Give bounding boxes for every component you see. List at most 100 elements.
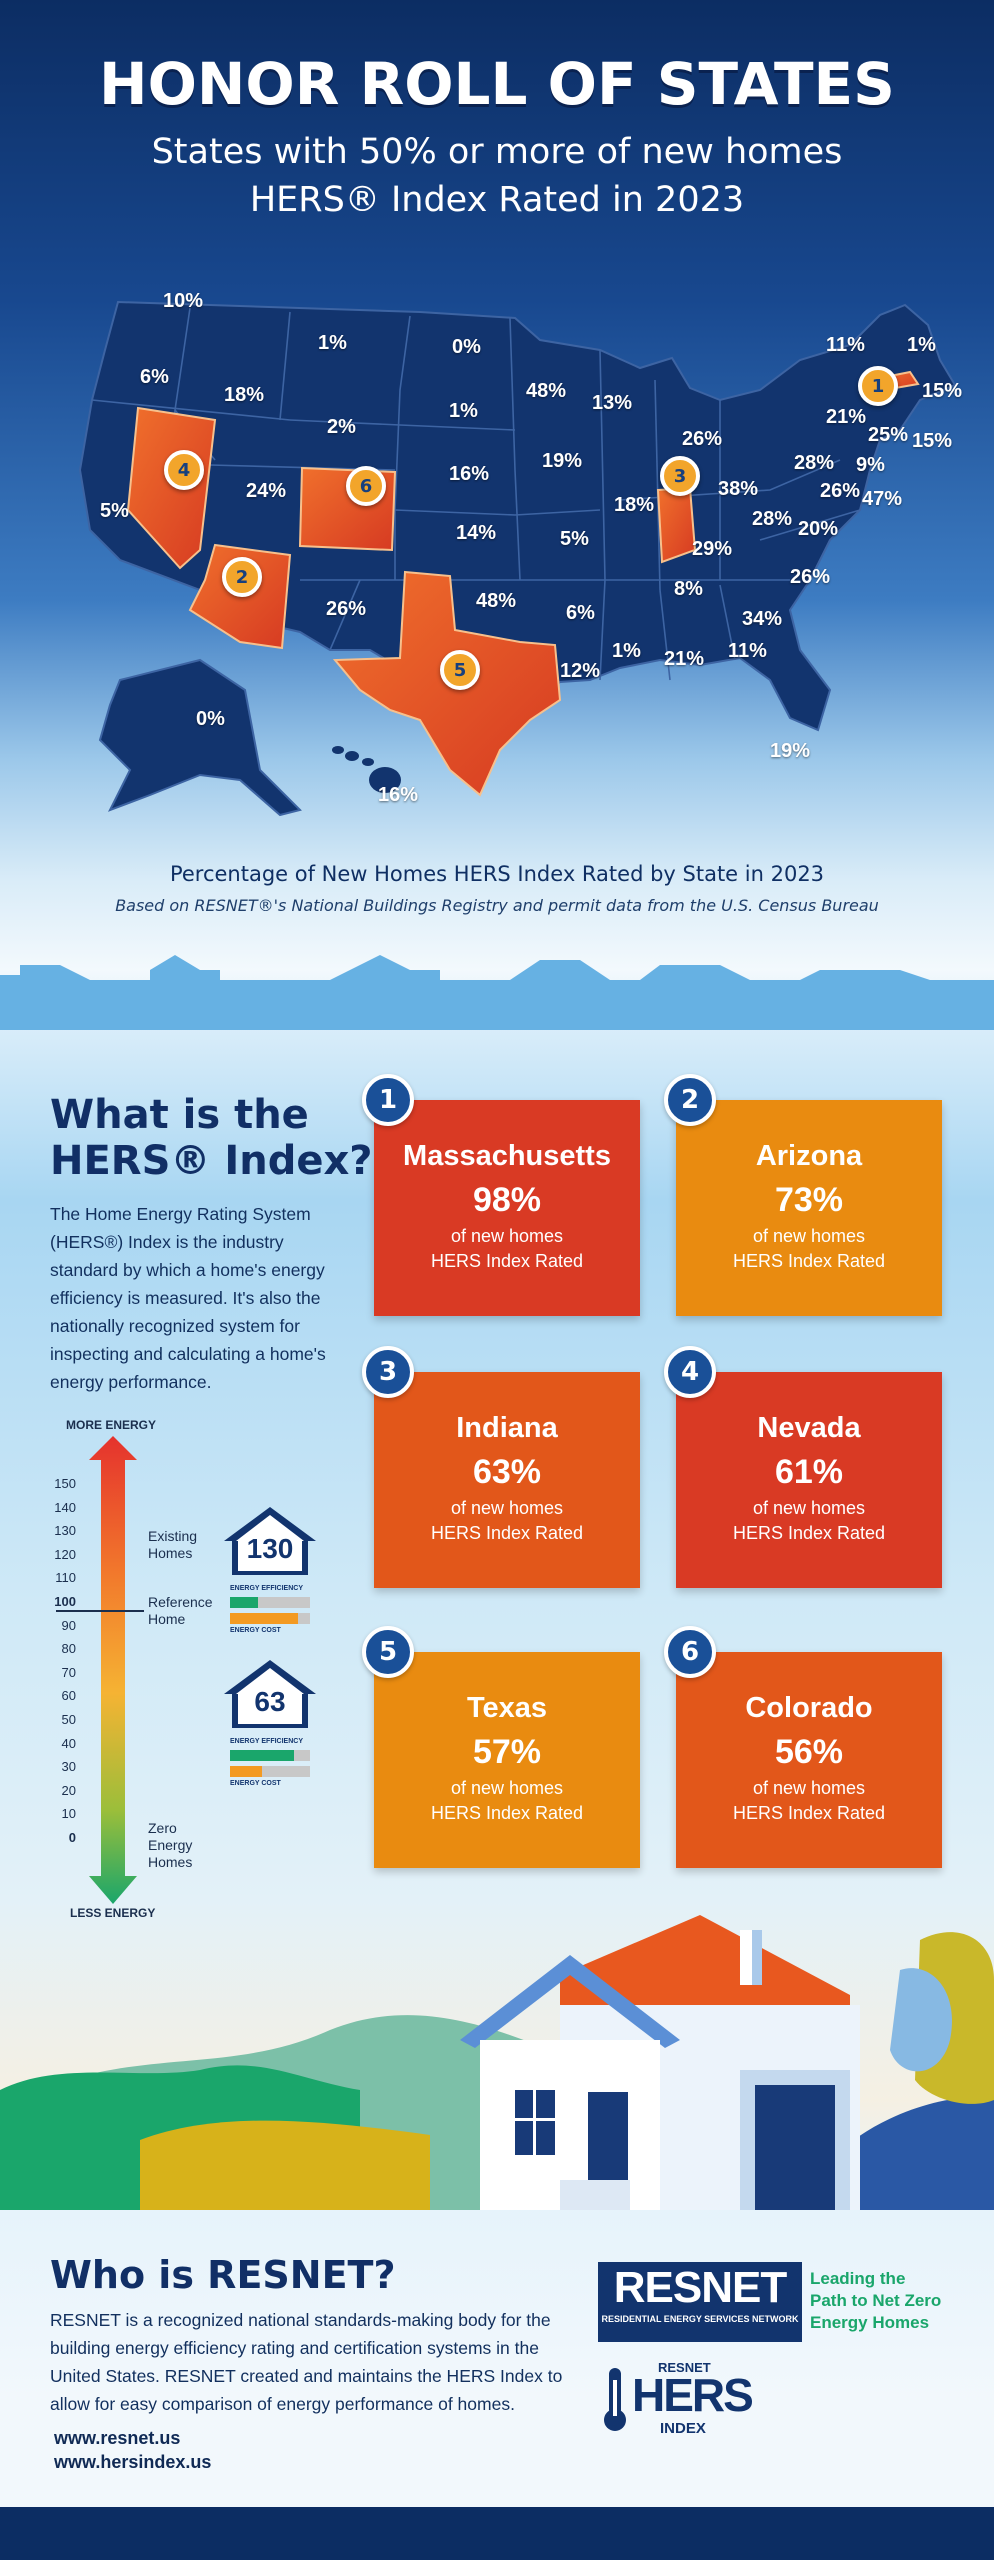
rank-pin-icon: 2 [222, 557, 262, 597]
card-desc-line1: of new homes [450, 1778, 564, 1798]
map-source: Based on RESNET®'s National Buildings Re… [115, 896, 879, 915]
scale-tick-label: 90 [61, 1617, 76, 1633]
scale-tick-label: 80 [61, 1641, 76, 1657]
resnet-logo-sub: RESIDENTIAL ENERGY SERVICES NETWORK [601, 2314, 799, 2324]
resnet-logo: RESNET RESIDENTIAL ENERGY SERVICES NETWO… [598, 2262, 802, 2342]
map-value-label: 1% [907, 334, 936, 356]
rank-pin-icon: 1 [858, 366, 898, 406]
house-icon [224, 1507, 316, 1575]
card-state: Texas [466, 1692, 548, 1724]
map-value-label: 21% [664, 648, 705, 670]
ranking-card: Colorado 56% of new homes HERS Index Rated [676, 1652, 942, 1868]
map-value-label: 29% [692, 538, 733, 560]
card-desc-line2: HERS Index Rated [430, 1803, 584, 1823]
scale-tick-label: 40 [61, 1735, 76, 1751]
map-value-label: 1% [318, 332, 347, 354]
house-icon [224, 1660, 316, 1728]
card-desc-line2: HERS Index Rated [732, 1523, 886, 1543]
resnet-logo-text: RESNET [613, 2263, 787, 2312]
house-illustration [0, 1915, 994, 2210]
scale-tick-label: 60 [61, 1688, 76, 1704]
map-value-label: 5% [100, 500, 129, 522]
ranking-card: Arizona 73% of new homes HERS Index Rated [676, 1100, 942, 1316]
map-value-label: 26% [326, 598, 367, 620]
hers-logo-big: HERS [632, 2369, 754, 2421]
map-value-label: 9% [856, 454, 885, 476]
card-desc-line2: HERS Index Rated [430, 1523, 584, 1543]
map-value-label: 19% [542, 450, 583, 472]
map-value-label: 12% [560, 660, 601, 682]
resnet-website-link[interactable]: www.resnet.us [54, 2428, 181, 2448]
tagline-line1: Leading the [810, 2269, 906, 2288]
map-value-label: 1% [449, 400, 478, 422]
rank-pin-icon: 5 [440, 650, 480, 690]
map-value-label: 11% [826, 334, 865, 356]
card-desc-line1: of new homes [752, 1498, 866, 1518]
ranking-card: Massachusetts 98% of new homes HERS Index R… [374, 1100, 640, 1316]
map-value-label: 25% [868, 424, 909, 446]
rank-pin-icon: 3 [660, 456, 700, 496]
card-percent: 61% [774, 1453, 844, 1491]
card-desc-line1: of new homes [450, 1226, 564, 1246]
card-desc-line2: HERS Index Rated [430, 1251, 584, 1271]
card-desc-line1: of new homes [752, 1226, 866, 1246]
map-value-label: 38% [718, 478, 759, 500]
scale-tick-label: 130 [54, 1523, 76, 1539]
hers-logo-index: INDEX [660, 2420, 706, 2437]
thermometer-icon [604, 2368, 626, 2431]
map-value-label: 0% [452, 336, 481, 358]
state-nevada-highlight [126, 406, 217, 570]
map-value-label: 24% [246, 480, 287, 502]
scale-tick-label: 20 [61, 1782, 76, 1798]
map-value-label: 16% [378, 784, 419, 806]
ranking-card: Texas 57% of new homes HERS Index Rated [374, 1652, 640, 1868]
card-percent: 56% [774, 1733, 844, 1771]
existing-homes-label: Existing Homes [148, 1528, 198, 1561]
cost-label: ENERGY COST [230, 1627, 281, 1634]
card-percent: 63% [472, 1453, 542, 1491]
energy-scale-bar [89, 1436, 137, 1904]
map-value-label: 34% [742, 608, 783, 630]
rank-badge: 6 [664, 1626, 716, 1678]
map-value-label: 5% [560, 528, 589, 550]
scale-bottom-label: LESS ENERGY [70, 1906, 156, 1920]
resnet-description: RESNET is a recognized national standard… [50, 2310, 563, 2414]
scale-tick-label: 150 [54, 1476, 76, 1491]
scale-top-label: MORE ENERGY [66, 1418, 157, 1432]
map-value-label: 1% [612, 640, 641, 662]
card-state: Arizona [755, 1140, 863, 1172]
cost-bar [230, 1613, 310, 1624]
card-state: Indiana [456, 1412, 558, 1444]
scale-tick-label: 110 [55, 1570, 76, 1586]
map-value-label: 48% [526, 380, 567, 402]
card-desc-line2: HERS Index Rated [732, 1251, 886, 1271]
hers-title-line1: What is the [50, 1092, 309, 1138]
map-value-label: 28% [752, 508, 793, 530]
map-value-label: 48% [476, 590, 517, 612]
card-percent: 73% [774, 1181, 844, 1219]
tagline-line3: Energy Homes [810, 2313, 930, 2332]
hers-logo-small: RESNET [658, 2360, 711, 2375]
state-alaska-shape [98, 658, 302, 817]
hers-description: The Home Energy Rating System (HERS®) In… [50, 1204, 326, 1392]
map-value-label: 6% [140, 366, 169, 388]
hersindex-website-link[interactable]: www.hersindex.us [54, 2452, 212, 2472]
card-desc-line2: HERS Index Rated [732, 1803, 886, 1823]
scale-tick-label: 30 [61, 1759, 76, 1775]
house-score-example: 63 ENERGY EFFICIENCY ENERGY COST [222, 1658, 318, 1788]
map-value-label: 0% [196, 708, 225, 730]
page-title: HONOR ROLL OF STATES [99, 50, 895, 118]
scale-tick-label: 10 [61, 1806, 76, 1822]
card-state: Colorado [745, 1692, 873, 1724]
map-value-label: 8% [674, 578, 703, 600]
rank-badge: 2 [664, 1074, 716, 1126]
hers-index-logo: RESNET HERS INDEX [600, 2360, 800, 2440]
zero-energy-label: Zero Energy Homes [148, 1820, 193, 1870]
map-value-label: 21% [826, 406, 867, 428]
map-value-label: 15% [922, 380, 963, 402]
map-value-label: 18% [614, 494, 655, 516]
map-value-label: 47% [862, 488, 903, 510]
map-value-label: 19% [770, 740, 811, 762]
map-value-label: 14% [456, 522, 497, 544]
tagline-line2: Path to Net Zero [810, 2291, 942, 2310]
